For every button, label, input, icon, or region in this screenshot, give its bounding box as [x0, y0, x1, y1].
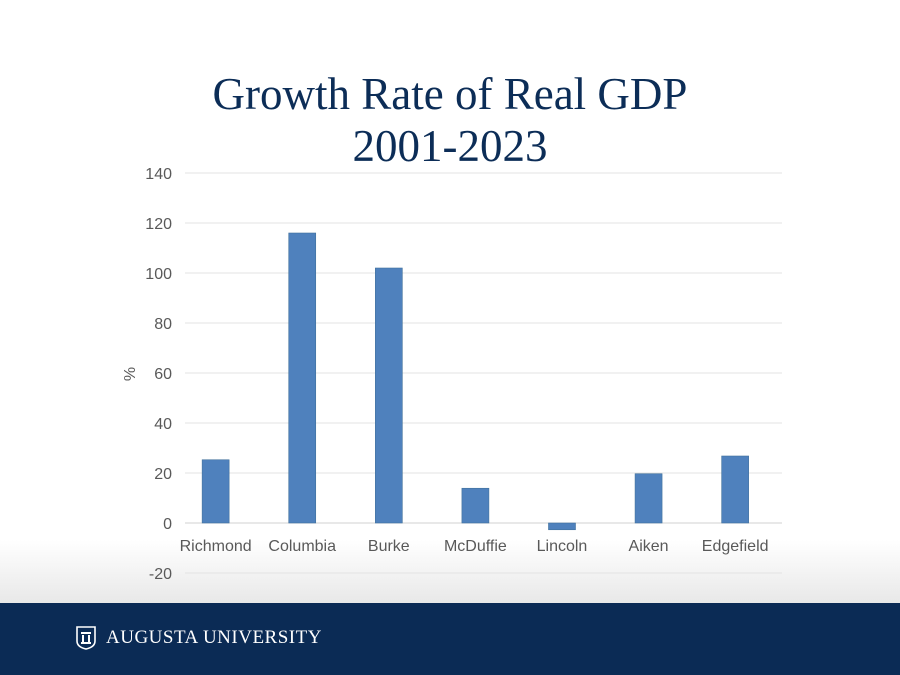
bar-lincoln: [548, 522, 576, 531]
x-tick-label: Richmond: [180, 538, 252, 555]
augusta-university-logo: AUGUSTA UNIVERSITY: [76, 626, 322, 650]
x-tick-label: Edgefield: [702, 538, 769, 555]
y-axis-label: %: [122, 367, 139, 381]
chart-title: Growth Rate of Real GDP 2001-2023: [0, 68, 900, 172]
bar-columbia: [288, 232, 317, 524]
title-line-2: 2001-2023: [352, 121, 548, 171]
y-tick-label: 20: [154, 466, 172, 483]
x-tick-label: Lincoln: [537, 538, 588, 555]
x-tick-label: McDuffie: [444, 538, 507, 555]
bar-burke: [375, 267, 403, 524]
y-tick-label: -20: [149, 566, 172, 583]
shield-icon: [76, 626, 96, 650]
x-tick-label: Burke: [368, 538, 410, 555]
y-tick-label: 80: [154, 316, 172, 333]
y-tick-label: 0: [163, 516, 172, 533]
footer-bar: [0, 603, 900, 675]
bar-aiken: [634, 473, 663, 524]
y-tick-label: 120: [145, 216, 172, 233]
y-tick-label: 60: [154, 366, 172, 383]
y-tick-label: 140: [145, 166, 172, 183]
bar-chart: -20 0 20 40 60 80 100 120 140% Richmond Columbia Bu…: [122, 166, 782, 583]
y-tick-label: 100: [145, 266, 172, 283]
bar-richmond: [201, 459, 230, 524]
bar-edgefield: [721, 455, 749, 524]
x-tick-label: Aiken: [629, 538, 669, 555]
bar-mcduffie: [461, 487, 490, 524]
x-tick-label: Columbia: [268, 538, 336, 555]
title-line-1: Growth Rate of Real GDP: [212, 69, 688, 119]
y-tick-label: 40: [154, 416, 172, 433]
brand-name: AUGUSTA UNIVERSITY: [106, 627, 322, 648]
